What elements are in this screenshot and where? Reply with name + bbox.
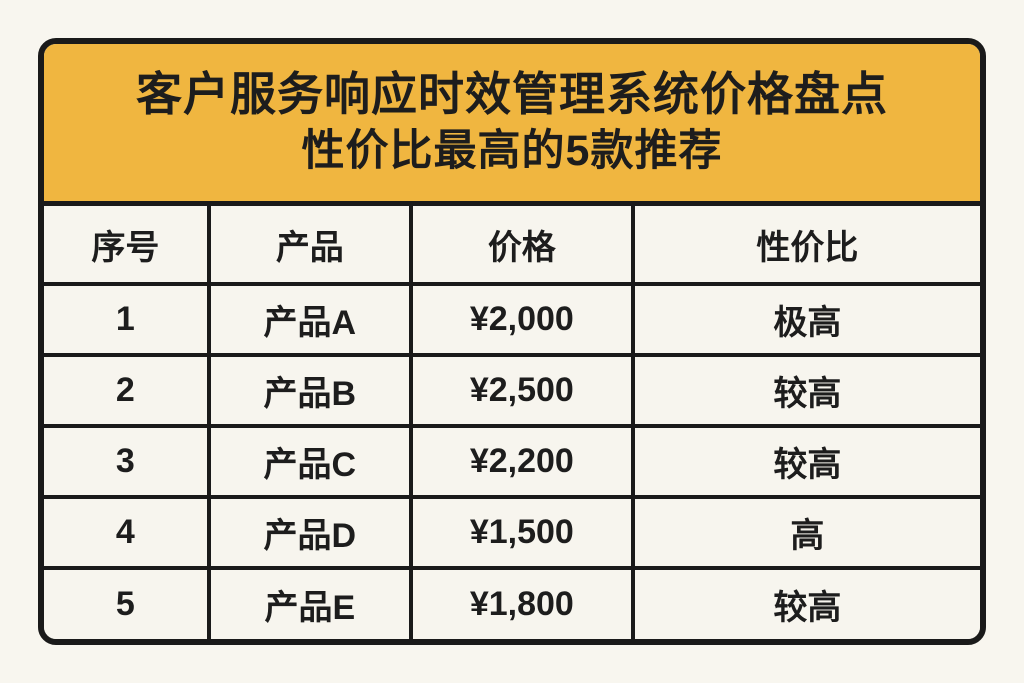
table-row: 2 产品B ¥2,500 较高 bbox=[44, 353, 980, 428]
column-header-price: 价格 bbox=[408, 204, 635, 286]
cell-price: ¥1,500 bbox=[408, 495, 635, 570]
cell-price: ¥2,200 bbox=[408, 424, 635, 499]
cell-product: 产品E bbox=[206, 566, 413, 639]
pricing-table-panel: 客户服务响应时效管理系统价格盘点 性价比最高的5款推荐 序号 产品 价格 性价比… bbox=[38, 38, 986, 645]
cell-price: ¥2,500 bbox=[408, 353, 635, 428]
page-title: 客户服务响应时效管理系统价格盘点 bbox=[136, 68, 888, 121]
cell-value: 较高 bbox=[630, 424, 980, 499]
cell-index: 5 bbox=[44, 566, 211, 639]
table-row: 3 产品C ¥2,200 较高 bbox=[44, 424, 980, 499]
table-row: 1 产品A ¥2,000 极高 bbox=[44, 282, 980, 357]
cell-index: 2 bbox=[44, 353, 211, 428]
cell-index: 1 bbox=[44, 282, 211, 357]
cell-product: 产品B bbox=[206, 353, 413, 428]
table-row: 4 产品D ¥1,500 高 bbox=[44, 495, 980, 570]
cell-product: 产品D bbox=[206, 495, 413, 570]
cell-price: ¥2,000 bbox=[408, 282, 635, 357]
cell-product: 产品A bbox=[206, 282, 413, 357]
cell-value: 较高 bbox=[630, 353, 980, 428]
cell-index: 4 bbox=[44, 495, 211, 570]
cell-index: 3 bbox=[44, 424, 211, 499]
cell-price: ¥1,800 bbox=[408, 566, 635, 639]
column-header-index: 序号 bbox=[44, 204, 211, 286]
column-header-value: 性价比 bbox=[630, 204, 980, 286]
table-header-row: 序号 产品 价格 性价比 bbox=[44, 204, 980, 286]
cell-product: 产品C bbox=[206, 424, 413, 499]
cell-value: 高 bbox=[630, 495, 980, 570]
cell-value: 较高 bbox=[630, 566, 980, 639]
column-header-product: 产品 bbox=[206, 204, 413, 286]
price-table: 序号 产品 价格 性价比 1 产品A ¥2,000 极高 2 产品B ¥2,500 较高 3 产品… bbox=[44, 204, 980, 639]
page-subtitle: 性价比最高的5款推荐 bbox=[301, 127, 723, 176]
cell-value: 极高 bbox=[630, 282, 980, 357]
title-banner: 客户服务响应时效管理系统价格盘点 性价比最高的5款推荐 bbox=[44, 44, 980, 206]
table-row: 5 产品E ¥1,800 较高 bbox=[44, 566, 980, 639]
